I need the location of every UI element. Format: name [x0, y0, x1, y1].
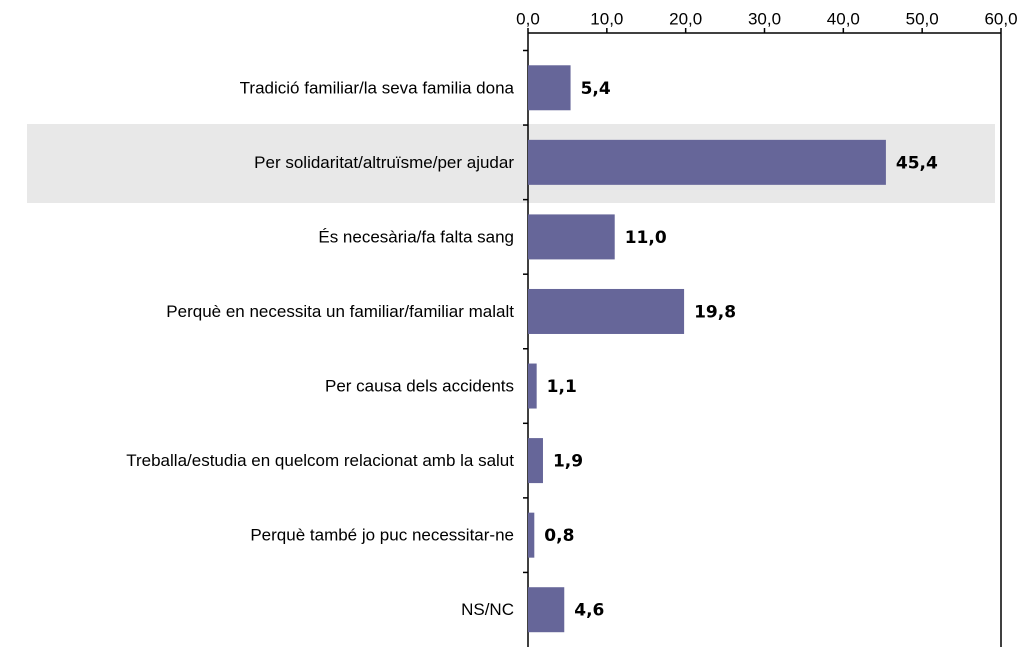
value-label: 11,0: [625, 228, 667, 248]
bar: [528, 587, 565, 633]
value-label: 1,9: [553, 452, 583, 472]
value-label: 45,4: [896, 153, 938, 173]
y-tick-label: Per causa dels accidents: [325, 377, 514, 396]
bar: [528, 363, 537, 409]
bar: [528, 288, 685, 334]
y-tick-label: NS/NC: [461, 600, 514, 619]
x-tick-label: 10,0: [590, 9, 623, 28]
bar: [528, 512, 535, 558]
x-tick-label: 60,0: [984, 9, 1017, 28]
y-tick-label: Perquè en necessita un familiar/familiar…: [166, 302, 514, 321]
value-label: 5,4: [581, 79, 611, 99]
value-label: 1,1: [547, 377, 577, 397]
y-tick-label: Per solidaritat/altruïsme/per ajudar: [254, 153, 514, 172]
value-label: 4,6: [574, 601, 604, 621]
bar: [528, 438, 543, 484]
y-tick-label: Treballa/estudia en quelcom relacionat a…: [126, 451, 514, 470]
value-label: 0,8: [544, 526, 574, 546]
x-tick-label: 40,0: [827, 9, 860, 28]
x-tick-label: 0,0: [516, 9, 540, 28]
x-tick-label: 30,0: [748, 9, 781, 28]
bar: [528, 65, 571, 111]
value-label: 19,8: [694, 302, 736, 322]
bar: [528, 214, 615, 260]
x-tick-label: 50,0: [906, 9, 939, 28]
bar: [528, 139, 886, 185]
y-tick-label: Tradició familiar/la seva familia dona: [240, 78, 515, 97]
y-tick-label: Perquè també jo puc necessitar-ne: [250, 526, 514, 545]
x-tick-label: 20,0: [669, 9, 702, 28]
y-tick-label: És necesària/fa falta sang: [318, 227, 514, 246]
